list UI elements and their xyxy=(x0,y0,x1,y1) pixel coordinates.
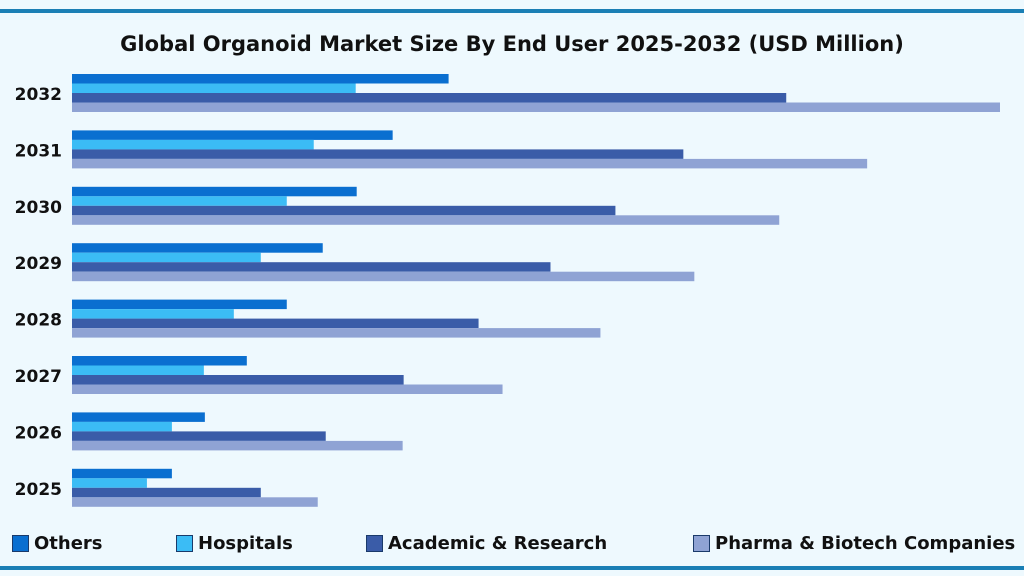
bar-2032-academic-research xyxy=(72,93,787,103)
bar-2026-others xyxy=(72,412,205,422)
legend-swatch xyxy=(12,535,29,552)
tick-label-2030: 2030 xyxy=(15,198,62,218)
bar-2025-academic-research xyxy=(72,487,261,498)
tick-label-2032: 2032 xyxy=(15,85,62,105)
bar-2028-hospitals xyxy=(72,309,234,319)
tick-label-2028: 2028 xyxy=(15,311,62,331)
bar-2030-hospitals xyxy=(72,196,287,206)
top-rule xyxy=(0,9,1024,13)
legend-label: Hospitals xyxy=(198,533,293,554)
bar-2025-others xyxy=(72,468,172,479)
bar-2029-academic-research xyxy=(72,262,551,272)
legend-item: Academic & Research xyxy=(366,533,607,554)
legend-item: Hospitals xyxy=(176,533,293,554)
bar-2026-hospitals xyxy=(72,421,172,432)
legend-label: Academic & Research xyxy=(388,533,608,554)
legend-swatch xyxy=(693,535,710,552)
bar-2026-academic-research xyxy=(72,431,326,441)
bar-2031-academic-research xyxy=(72,149,684,159)
legend-swatch xyxy=(176,535,193,552)
tick-label-2029: 2029 xyxy=(15,254,62,274)
legend-swatch xyxy=(366,535,383,552)
bar-2029-hospitals xyxy=(72,252,261,263)
legend-label: Others xyxy=(34,533,103,554)
legend-item: Pharma & Biotech Companies xyxy=(693,533,1015,554)
bar-2030-others xyxy=(72,186,357,197)
legend-item: Others xyxy=(12,533,103,554)
bar-2028-pharma-biotech-companies xyxy=(72,328,601,338)
bar-2032-hospitals xyxy=(72,83,356,93)
chart-title: Global Organoid Market Size By End User … xyxy=(120,32,904,56)
bar-2030-pharma-biotech-companies xyxy=(72,215,780,225)
tick-label-2031: 2031 xyxy=(15,141,62,161)
bar-2027-hospitals xyxy=(72,365,204,375)
bar-2032-pharma-biotech-companies xyxy=(72,102,1001,112)
legend-label: Pharma & Biotech Companies xyxy=(715,533,1016,554)
bar-2030-academic-research xyxy=(72,205,616,216)
bar-2027-pharma-biotech-companies xyxy=(72,384,503,394)
bar-2031-others xyxy=(72,130,393,140)
bar-2025-hospitals xyxy=(72,478,147,488)
bar-2032-others xyxy=(72,74,449,84)
bar-2031-hospitals xyxy=(72,139,314,150)
bar-2027-academic-research xyxy=(72,375,404,385)
bar-2026-pharma-biotech-companies xyxy=(72,440,403,451)
tick-label-2026: 2026 xyxy=(15,423,62,443)
bar-2027-others xyxy=(72,356,247,366)
bar-2029-pharma-biotech-companies xyxy=(72,271,695,282)
bar-2031-pharma-biotech-companies xyxy=(72,158,868,169)
bar-2025-pharma-biotech-companies xyxy=(72,497,318,507)
bar-2029-others xyxy=(72,243,323,253)
bar-2028-academic-research xyxy=(72,318,479,329)
bottom-rule xyxy=(0,566,1024,570)
bar-2028-others xyxy=(72,299,287,310)
tick-label-2027: 2027 xyxy=(15,367,62,387)
tick-label-2025: 2025 xyxy=(15,480,62,500)
